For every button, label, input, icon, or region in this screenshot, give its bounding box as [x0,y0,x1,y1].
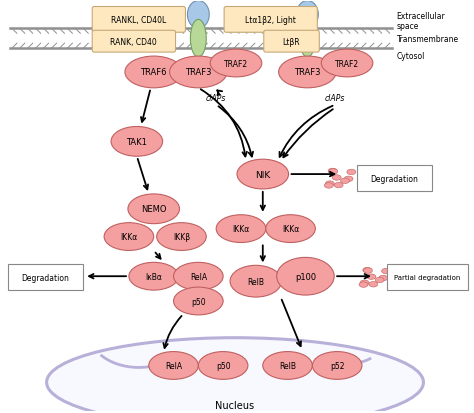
Ellipse shape [334,183,343,188]
Text: TRAF3: TRAF3 [294,68,320,77]
Text: IKKα: IKKα [282,225,299,234]
Ellipse shape [300,20,315,58]
FancyBboxPatch shape [387,265,468,290]
Ellipse shape [367,274,376,280]
Ellipse shape [46,338,423,413]
Text: cIAPs: cIAPs [206,94,227,103]
Ellipse shape [359,282,368,287]
Text: IKKβ: IKKβ [173,233,190,242]
Ellipse shape [328,169,337,174]
Ellipse shape [111,127,163,157]
Text: Transmembrane: Transmembrane [397,35,459,44]
Ellipse shape [321,50,373,78]
Text: TRAF3: TRAF3 [185,68,211,77]
Ellipse shape [324,183,333,189]
Ellipse shape [51,280,60,286]
Ellipse shape [279,57,336,89]
Ellipse shape [216,215,266,243]
Ellipse shape [129,263,179,290]
Ellipse shape [237,160,289,190]
Ellipse shape [325,181,334,187]
Ellipse shape [230,266,282,297]
Ellipse shape [57,274,66,280]
Ellipse shape [266,215,315,243]
Ellipse shape [277,258,334,295]
Ellipse shape [187,2,209,29]
FancyBboxPatch shape [224,7,317,33]
Text: RelB: RelB [279,361,296,370]
Ellipse shape [329,169,338,175]
Text: RelA: RelA [165,361,182,370]
Text: IκBα: IκBα [145,272,162,281]
Ellipse shape [66,278,75,283]
Text: p50: p50 [191,297,206,306]
Ellipse shape [379,275,388,281]
Text: RelA: RelA [190,272,207,281]
Text: Extracellular
space: Extracellular space [397,12,446,31]
Ellipse shape [364,268,373,274]
Ellipse shape [69,275,78,281]
Text: NEMO: NEMO [141,205,166,214]
Ellipse shape [170,57,227,89]
Text: cIAPs: cIAPs [325,94,346,103]
Ellipse shape [340,178,349,184]
Ellipse shape [210,50,262,78]
Text: p100: p100 [295,272,316,281]
Text: p50: p50 [216,361,230,370]
Text: NIK: NIK [255,170,270,179]
Text: RANK, CD40: RANK, CD40 [110,38,157,47]
FancyBboxPatch shape [92,31,175,53]
Ellipse shape [198,352,248,380]
Text: IKKα: IKKα [120,233,137,242]
Text: Degradation: Degradation [22,273,70,282]
Ellipse shape [50,282,59,287]
FancyBboxPatch shape [357,166,432,192]
Ellipse shape [59,282,68,287]
Ellipse shape [191,20,206,58]
Ellipse shape [263,352,312,380]
Ellipse shape [360,280,369,286]
Ellipse shape [363,268,372,273]
Text: RelB: RelB [247,277,264,286]
FancyBboxPatch shape [8,265,83,290]
Text: Degradation: Degradation [371,174,419,183]
Ellipse shape [297,2,319,29]
Text: Cytosol: Cytosol [397,52,425,60]
Ellipse shape [104,223,154,251]
Text: TAK1: TAK1 [127,138,147,147]
Text: RANKL, CD40L: RANKL, CD40L [111,16,166,25]
FancyBboxPatch shape [264,31,319,53]
Text: TRAF6: TRAF6 [140,68,167,77]
Ellipse shape [125,57,182,89]
Ellipse shape [382,269,391,274]
Ellipse shape [173,263,223,290]
Ellipse shape [369,282,378,287]
Text: Nucleus: Nucleus [216,400,255,410]
Ellipse shape [344,177,353,182]
Ellipse shape [375,278,384,283]
Ellipse shape [173,287,223,315]
Text: TRAF2: TRAF2 [335,59,359,68]
Ellipse shape [54,268,63,273]
FancyBboxPatch shape [92,7,185,33]
Text: IKKα: IKKα [232,225,250,234]
Text: Partial degradation: Partial degradation [394,275,461,280]
Ellipse shape [157,223,206,251]
Text: LtβR: LtβR [283,38,301,47]
Ellipse shape [332,176,341,181]
Ellipse shape [347,170,356,175]
Text: Ltα1β2, Light: Ltα1β2, Light [245,16,296,25]
Text: p52: p52 [330,361,345,370]
Ellipse shape [149,352,198,380]
Ellipse shape [128,195,180,224]
Ellipse shape [54,268,63,274]
Ellipse shape [312,352,362,380]
Ellipse shape [72,269,81,274]
Text: TRAF2: TRAF2 [224,59,248,68]
